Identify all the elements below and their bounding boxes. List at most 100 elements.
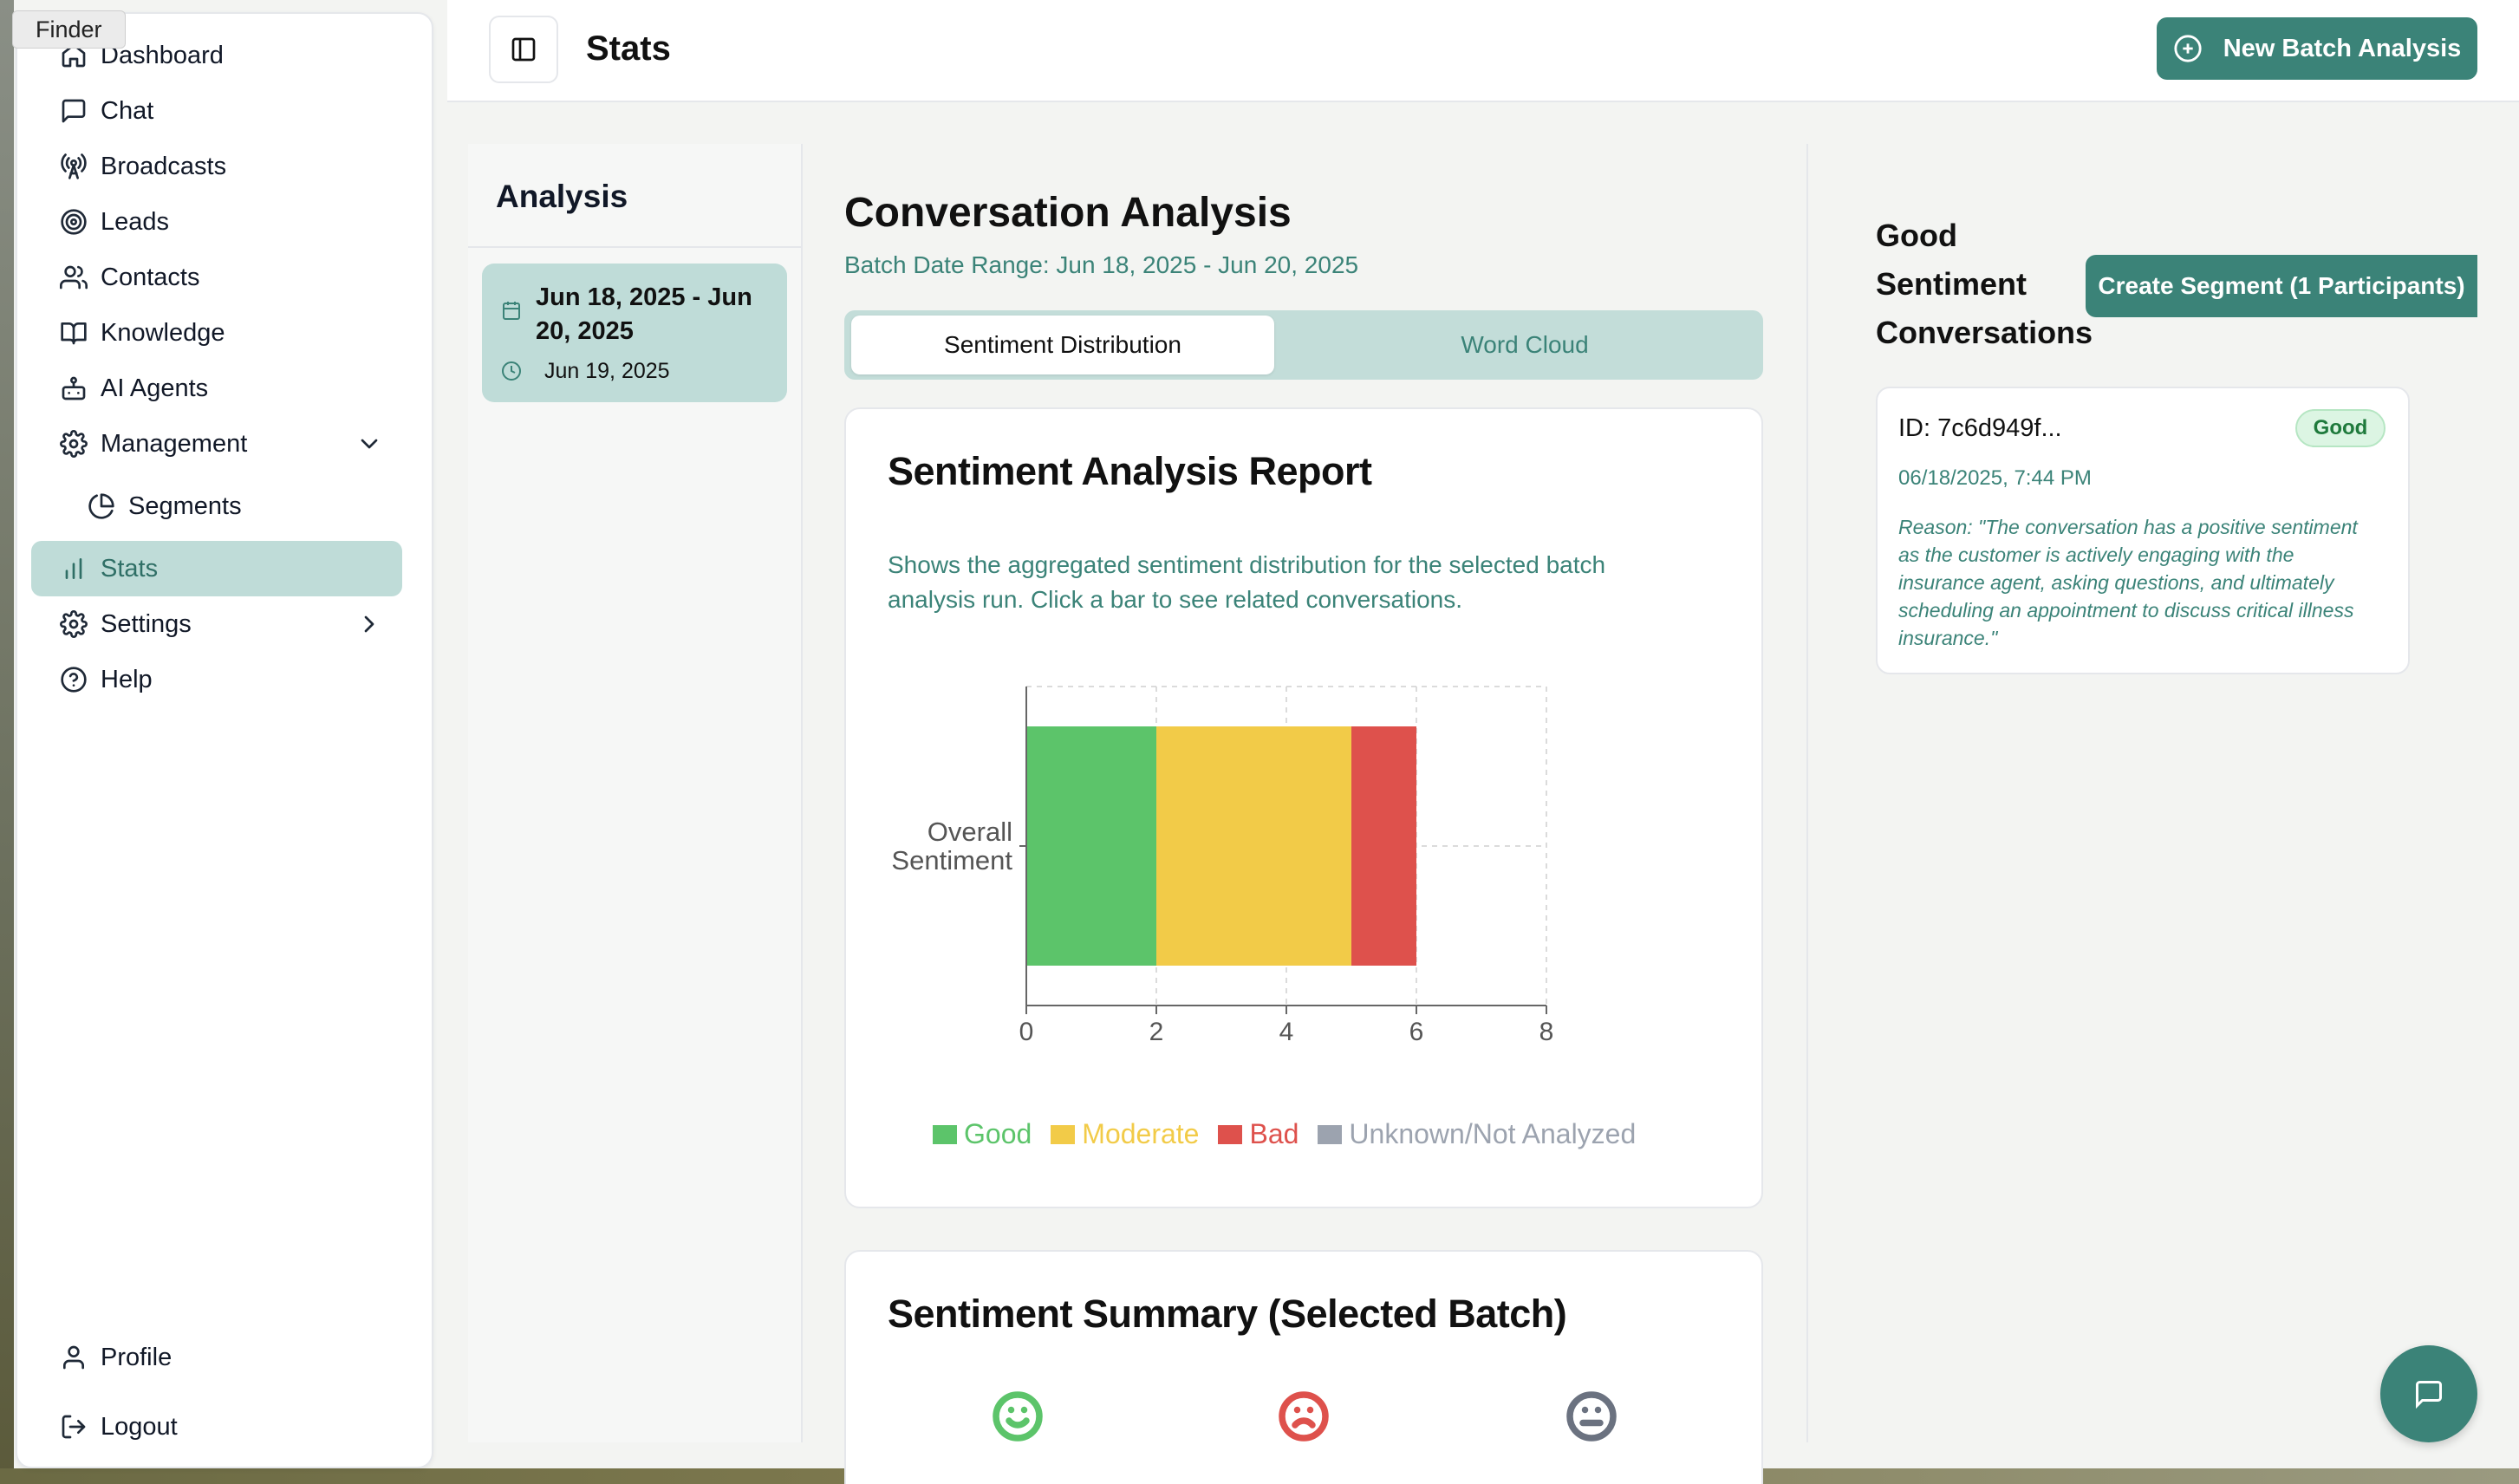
sidebar-item-knowledge[interactable]: Knowledge (31, 305, 402, 361)
clock-icon (502, 361, 521, 381)
bar-chart-icon (59, 554, 88, 583)
sidebar-item-logout[interactable]: Logout (31, 1399, 402, 1455)
sidebar-item-stats[interactable]: Stats (31, 541, 402, 596)
message-square-icon (2416, 1381, 2442, 1409)
batch-range: Jun 18, 2025 - Jun 20, 2025 (536, 283, 752, 345)
frown-icon (1278, 1390, 1330, 1442)
report-description: Shows the aggregated sentiment distribut… (888, 551, 1606, 613)
legend-swatch-moderate (1051, 1124, 1076, 1144)
users-icon (59, 263, 88, 292)
meh-icon (1565, 1390, 1617, 1442)
sidebar-item-label: Knowledge (101, 318, 225, 347)
legend-swatch-bad (1218, 1124, 1243, 1144)
logout-icon (59, 1412, 88, 1442)
sidebar-item-help[interactable]: Help (31, 652, 402, 707)
smile-icon (992, 1390, 1044, 1442)
legend-item-moderate[interactable]: Moderate (1051, 1118, 1199, 1150)
status-badge: Good (2295, 409, 2386, 447)
conversation-id: ID: 7c6d949f... (1898, 414, 2062, 442)
conversations-panel (1806, 144, 2477, 1442)
sidebar-item-label: AI Agents (101, 374, 209, 402)
chat-fab-button[interactable] (2380, 1345, 2477, 1442)
conversation-timestamp: 06/18/2025, 7:44 PM (1898, 466, 2092, 490)
sidebar-item-ai-agents[interactable]: AI Agents (31, 361, 402, 416)
home-icon (59, 41, 88, 70)
chevron-right-icon[interactable] (355, 610, 383, 638)
conversation-reason: Reason: "The conversation has a positive… (1898, 516, 2358, 649)
x-tick-label: 2 (1149, 1018, 1164, 1046)
legend-label-unknown: Unknown/Not Analyzed (1349, 1118, 1637, 1149)
book-open-icon (59, 318, 88, 348)
legend-item-good[interactable]: Good (933, 1118, 1032, 1150)
sidebar-item-label: Contacts (101, 263, 200, 291)
sidebar-item-contacts[interactable]: Contacts (31, 250, 402, 305)
chart-legend: Good Moderate Bad Unknown/Not Analyzed (933, 1118, 1636, 1150)
sentiment-summary-card (844, 1250, 1763, 1484)
sidebar-item-label: Chat (101, 96, 154, 125)
batch-item[interactable]: Jun 18, 2025 - Jun 20, 2025 Jun 19, 2025 (482, 264, 787, 402)
new-batch-analysis-button[interactable]: New Batch Analysis (2157, 17, 2477, 80)
sidebar-item-settings[interactable]: Settings (31, 596, 402, 652)
sidebar-toggle-button[interactable] (489, 16, 558, 83)
bar-good[interactable] (1026, 726, 1156, 966)
profile-label: Profile (101, 1343, 172, 1371)
x-tick-label: 0 (1019, 1018, 1034, 1046)
desktop-background (0, 0, 14, 1484)
finder-tooltip: Finder (12, 10, 126, 49)
summary-title: Sentiment Summary (Selected Batch) (888, 1292, 1567, 1336)
sidebar-item-label: Settings (101, 609, 192, 638)
radio-tower-icon (59, 152, 88, 181)
sidebar-item-segments[interactable]: Segments (59, 478, 402, 534)
conversation-analysis-title: Conversation Analysis (844, 190, 1292, 236)
bot-icon (59, 374, 88, 403)
y-tick-label: Overall Sentiment (891, 817, 1012, 875)
legend-label-good: Good (964, 1118, 1032, 1149)
legend-label-moderate: Moderate (1082, 1118, 1200, 1149)
tab-word-cloud[interactable]: Word Cloud (1461, 331, 1589, 358)
logout-label: Logout (101, 1412, 178, 1441)
sidebar-item-management[interactable]: Management (31, 416, 402, 472)
analysis-title: Analysis (496, 179, 628, 214)
new-batch-label: New Batch Analysis (2223, 34, 2462, 62)
calendar-icon (503, 302, 520, 320)
sidebar-item-leads[interactable]: Leads (31, 194, 402, 250)
plus-circle-icon (2174, 35, 2202, 62)
sidebar-item-label: Segments (128, 491, 242, 520)
batch-date: Jun 19, 2025 (544, 359, 670, 383)
sidebar-item-chat[interactable]: Chat (31, 83, 402, 139)
sidebar-item-label: Broadcasts (101, 152, 227, 180)
gear-icon (59, 609, 88, 639)
sidebar-item-label: Leads (101, 207, 170, 236)
sidebar-item-broadcasts[interactable]: Broadcasts (31, 139, 402, 194)
batch-date-range: Batch Date Range: Jun 18, 2025 - Jun 20,… (844, 251, 1359, 278)
divider (468, 246, 803, 248)
sidebar (16, 12, 433, 1468)
pie-chart-icon (87, 491, 116, 521)
target-icon (59, 207, 88, 237)
gear-icon (59, 429, 88, 459)
create-segment-button[interactable]: Create Segment (1 Participants) (2086, 255, 2477, 317)
user-icon (59, 1343, 88, 1372)
legend-swatch-good (933, 1124, 957, 1144)
panel-left-icon (511, 37, 536, 62)
legend-item-bad[interactable]: Bad (1218, 1118, 1299, 1150)
sidebar-item-label: Management (101, 429, 248, 458)
analysis-tabs: Sentiment Distribution Word Cloud (844, 310, 1763, 380)
x-tick-label: 6 (1409, 1018, 1424, 1046)
bar-bad[interactable] (1351, 726, 1416, 966)
sidebar-item-profile[interactable]: Profile (31, 1330, 402, 1385)
page-title: Stats (586, 29, 671, 68)
tab-sentiment-distribution[interactable]: Sentiment Distribution (851, 316, 1274, 374)
report-title: Sentiment Analysis Report (888, 449, 1372, 493)
x-tick-label: 8 (1539, 1018, 1554, 1046)
message-square-icon (59, 96, 88, 126)
sentiment-chart: 0 2 4 6 8 Overall Sentiment (891, 686, 1554, 1046)
chevron-down-icon[interactable] (355, 430, 383, 458)
bar-moderate[interactable] (1156, 726, 1351, 966)
legend-swatch-unknown (1318, 1124, 1343, 1144)
sidebar-item-label: Stats (101, 554, 159, 583)
legend-item-unknown[interactable]: Unknown/Not Analyzed (1318, 1118, 1636, 1150)
help-circle-icon (59, 665, 88, 694)
sidebar-item-label: Help (101, 665, 153, 693)
legend-label-bad: Bad (1249, 1118, 1299, 1149)
